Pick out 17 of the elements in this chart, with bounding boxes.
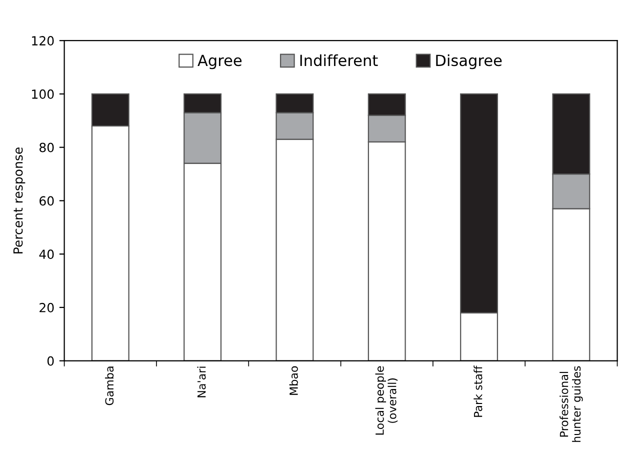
x-tick-label: Gamba <box>105 366 114 406</box>
x-tick-label: Local people (overall) <box>375 366 398 435</box>
y-tick-label: 40 <box>39 250 54 259</box>
x-tick-label: Professional hunter guides <box>560 366 583 442</box>
legend-label: Agree <box>198 54 242 70</box>
y-tick-label: 100 <box>32 89 54 99</box>
y-tick-label: 0 <box>47 356 54 366</box>
x-tick-label: Mbao <box>289 366 298 395</box>
y-tick-label: 120 <box>32 36 54 46</box>
legend-label: Indifferent <box>300 54 378 66</box>
y-tick-label: 80 <box>40 142 54 152</box>
legend-label: Disagree <box>436 54 502 70</box>
x-tick-label: Park staff <box>474 365 482 417</box>
y-tick-label: 20 <box>40 302 54 312</box>
y-axis-title: Percent response <box>13 147 26 254</box>
x-tick-label: Na'ari <box>197 366 206 398</box>
y-tick-label: 60 <box>40 196 54 206</box>
